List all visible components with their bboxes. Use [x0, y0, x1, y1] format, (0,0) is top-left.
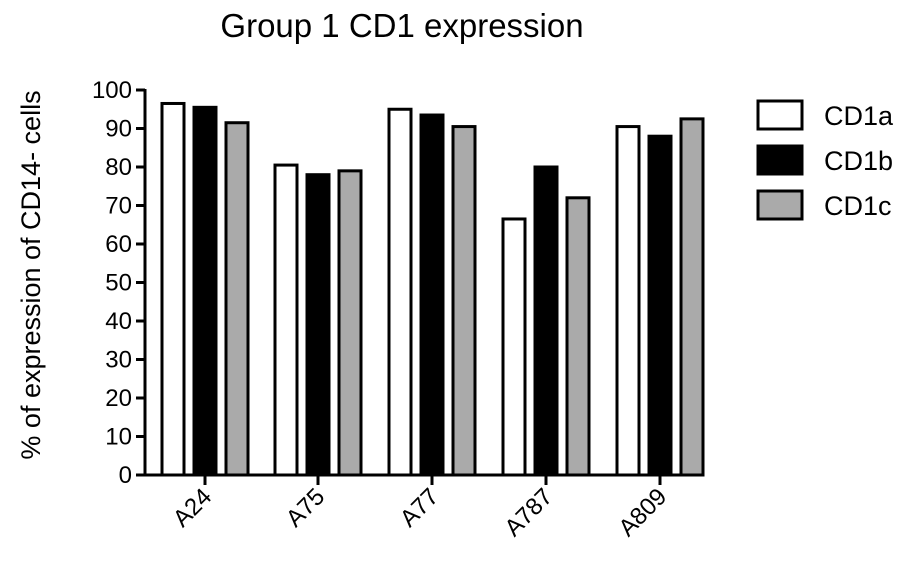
- bar-cd1c-a77: [451, 125, 477, 477]
- x-tick-label: A75: [281, 483, 330, 532]
- y-tick-label: 20: [105, 385, 132, 412]
- y-tick-label: 30: [105, 347, 132, 374]
- x-tick-label: A787: [500, 483, 559, 542]
- bar-cd1a-a809: [615, 125, 641, 477]
- legend: CD1a CD1b CD1c: [756, 99, 894, 221]
- y-axis-label: % of expression of CD14- cells: [16, 90, 46, 459]
- y-tick-label: 0: [119, 462, 132, 489]
- y-tick-label: 90: [105, 116, 132, 143]
- bar-cd1c-a75: [337, 169, 363, 477]
- y-tick-label: 100: [92, 77, 132, 104]
- bar-cd1b-a809: [647, 134, 673, 477]
- y-tick-label: 40: [105, 308, 132, 335]
- chart-title: Group 1 CD1 expression: [220, 7, 583, 44]
- x-tick-label: A24: [168, 483, 217, 532]
- legend-swatch-cd1c: [756, 189, 804, 221]
- y-tick-label: 70: [105, 193, 132, 220]
- bar-cd1b-a75: [305, 173, 331, 477]
- bar-cd1a-a75: [273, 163, 299, 477]
- legend-swatch-cd1a: [756, 99, 804, 131]
- legend-label-cd1b: CD1b: [824, 146, 893, 176]
- bar-cd1b-a77: [419, 113, 445, 477]
- bar-cd1b-a24: [192, 105, 218, 477]
- legend-swatch-cd1b: [756, 144, 804, 176]
- legend-label-cd1c: CD1c: [824, 191, 892, 221]
- legend-label-cd1a: CD1a: [824, 101, 894, 131]
- y-tick-label: 80: [105, 154, 132, 181]
- bar-cd1b-a787: [533, 165, 559, 477]
- x-tick-label: A77: [395, 483, 444, 532]
- bar-cd1a-a77: [387, 107, 413, 477]
- bar-cd1c-a24: [224, 121, 250, 477]
- x-tick-label: A809: [614, 483, 673, 542]
- plot-area: 0 10 20 30 40 50 60 70 80 90 100 A24 A75 A77 A787 A809: [92, 77, 705, 542]
- bar-cd1a-a24: [160, 101, 186, 477]
- bar-cd1c-a787: [565, 196, 591, 477]
- y-tick-label: 10: [105, 424, 132, 451]
- y-tick-label: 60: [105, 231, 132, 258]
- y-tick-label: 50: [105, 270, 132, 297]
- bar-cd1a-a787: [501, 217, 527, 477]
- bar-cd1c-a809: [679, 117, 705, 477]
